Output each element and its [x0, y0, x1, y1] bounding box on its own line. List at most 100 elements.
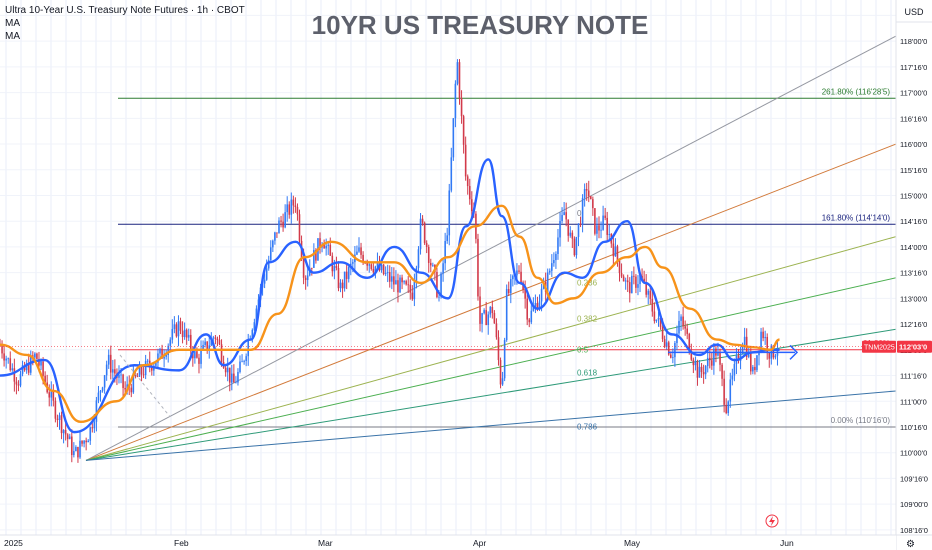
- fib-fan-ray: [85, 143, 897, 461]
- fib-fan-ray: [85, 236, 897, 461]
- candle-body: [15, 381, 18, 385]
- candle-body: [138, 366, 141, 377]
- candle-body: [489, 306, 492, 315]
- candle-body: [725, 404, 727, 414]
- chart-title: 10YR US TREASURY NOTE: [312, 10, 649, 40]
- candle-body: [602, 215, 604, 230]
- ma-legend-1[interactable]: MA: [5, 18, 20, 29]
- candle-body: [450, 157, 453, 191]
- ma-legend-2[interactable]: MA: [5, 31, 20, 42]
- candle-body: [319, 238, 321, 248]
- candle-body: [251, 329, 254, 340]
- candle-body: [614, 246, 617, 257]
- candle-body: [501, 378, 504, 385]
- candle-body: [727, 401, 730, 414]
- candle-body: [183, 329, 186, 337]
- candle-body: [774, 355, 777, 358]
- candle-body: [179, 321, 182, 331]
- candle-body: [764, 336, 766, 339]
- last-price-tag: [897, 340, 932, 353]
- candle-body: [243, 361, 245, 362]
- candle-body: [405, 281, 407, 285]
- candle-body: [425, 243, 428, 247]
- candle-body: [397, 280, 399, 293]
- candle-body: [411, 292, 414, 300]
- candle-body: [278, 220, 280, 234]
- candle-body: [181, 330, 184, 337]
- candle-body: [526, 298, 529, 320]
- candle-body: [637, 284, 639, 288]
- candle-body: [460, 98, 463, 117]
- candle-body: [427, 246, 430, 263]
- candle-body: [497, 337, 500, 361]
- candle-body: [649, 290, 652, 299]
- candle-body: [594, 208, 596, 234]
- candle-body: [315, 249, 317, 261]
- candle-body: [587, 190, 590, 197]
- candle-body: [220, 344, 223, 363]
- candle-body: [436, 271, 438, 298]
- candle-body: [653, 311, 656, 322]
- candle-body: [674, 343, 676, 358]
- fib-fan-label: 0.618: [577, 369, 598, 378]
- candle-body: [204, 341, 206, 345]
- candle-body: [766, 336, 769, 353]
- candle-body: [559, 220, 561, 238]
- candle-body: [760, 331, 762, 351]
- candle-body: [327, 244, 330, 246]
- candle-body: [81, 440, 83, 444]
- annotations: [0, 344, 896, 528]
- candle-body: [391, 276, 393, 282]
- candle-body: [159, 348, 161, 354]
- candle-body: [103, 375, 106, 388]
- candle-body: [325, 245, 327, 249]
- settings-gear-icon[interactable]: ⚙: [906, 539, 915, 550]
- candle-body: [311, 267, 313, 269]
- flash-icon[interactable]: [765, 514, 779, 528]
- candle-body: [647, 290, 650, 295]
- fib-fan-ray: [85, 277, 897, 461]
- candle-body: [374, 266, 377, 273]
- candle-body: [70, 436, 73, 456]
- candle-body: [267, 260, 270, 269]
- y-tick-label: 111'16'0: [900, 372, 927, 381]
- candle-body: [1, 344, 3, 354]
- candle-body: [571, 232, 574, 239]
- candle-body: [468, 186, 471, 200]
- candle-body: [534, 303, 537, 307]
- candle-body: [696, 361, 699, 378]
- candle-body: [386, 272, 389, 274]
- candle-body: [520, 271, 522, 283]
- candle-body: [19, 373, 22, 386]
- candle-body: [208, 345, 211, 351]
- x-tick-label: Mar: [318, 538, 333, 548]
- candle-body: [198, 357, 200, 364]
- candle-body: [245, 356, 247, 362]
- candle-body: [592, 199, 594, 209]
- candle-body: [157, 353, 159, 363]
- candle-body: [579, 223, 582, 225]
- candle-body: [136, 376, 139, 378]
- symbol-line[interactable]: Ultra 10-Year U.S. Treasury Note Futures…: [5, 5, 245, 16]
- moving-averages: [0, 158, 780, 434]
- y-tick-label: 116'16'0: [900, 114, 927, 123]
- candle-body: [717, 352, 719, 356]
- candle-body: [548, 270, 551, 273]
- candle-body: [762, 331, 764, 339]
- candle-body: [438, 296, 440, 298]
- candle-body: [235, 382, 237, 384]
- candle-body: [464, 144, 467, 177]
- candle-body: [604, 215, 606, 218]
- candle-body: [171, 328, 174, 340]
- candle-body: [36, 353, 38, 359]
- candle-body: [73, 451, 75, 456]
- candle-body: [598, 225, 600, 231]
- candle-body: [446, 235, 448, 242]
- candle-body: [702, 372, 705, 375]
- candle-body: [347, 266, 350, 279]
- candle-body: [87, 440, 90, 443]
- candle-body: [280, 220, 282, 222]
- candle-body: [719, 352, 721, 365]
